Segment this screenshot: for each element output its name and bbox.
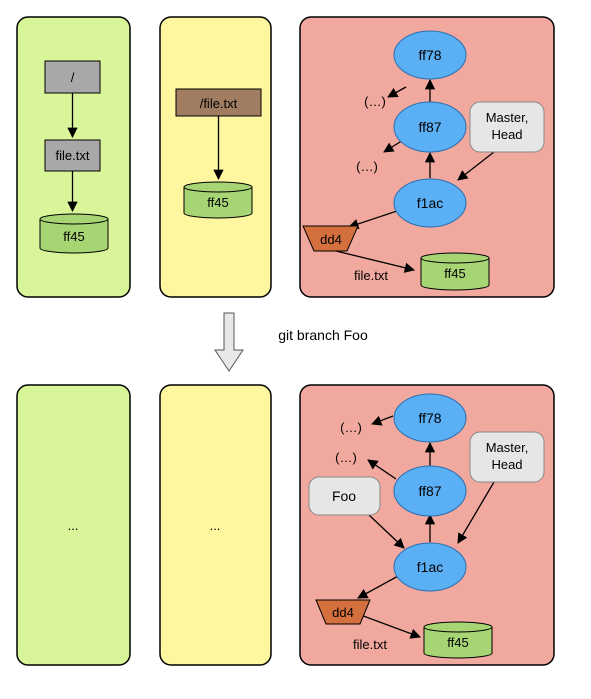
edge-ff87-to-ellipsis — [367, 459, 397, 480]
root-tree-node: / — [44, 60, 101, 94]
blob-label: ff45 — [447, 635, 468, 650]
blob-label: ff45 — [63, 229, 84, 244]
ellipsis-label: (…) — [340, 420, 362, 435]
edge-dd4-to-blob — [357, 613, 421, 639]
edge-foo-to-f1ac — [368, 514, 405, 549]
master-label-line1: Master, — [486, 440, 529, 455]
ellipsis-label: (…) — [356, 159, 378, 174]
edge-f1ac-to-dd4 — [348, 209, 401, 229]
tree-node-dd4: dd4 — [302, 225, 359, 252]
transition-arrow — [214, 312, 244, 372]
ellipsis-label: (…) — [364, 94, 386, 109]
edge-master-to-f1ac — [457, 481, 495, 544]
master-label-line2: Head — [491, 127, 522, 142]
bottom-panel-commits: ff78 (…) (…) ff87 Foo Master, Head f1ac … — [299, 384, 555, 666]
commit-node-ff78: ff78 — [393, 393, 467, 443]
commit-node-f1ac: f1ac — [393, 542, 467, 592]
edge-dd4-to-blob — [335, 250, 416, 273]
top-panel-index: /file.txt ff45 — [159, 16, 272, 298]
commit-label: ff87 — [418, 119, 441, 135]
command-label: git branch Foo — [278, 327, 368, 343]
root-label: / — [71, 70, 75, 85]
file-label: file.txt — [353, 637, 387, 652]
top-panel-commits: ff78 (…) ff87 (…) Master, Head f1ac dd4 … — [299, 16, 555, 298]
blob-label: ff45 — [444, 266, 465, 281]
file-label: file.txt — [56, 148, 90, 163]
tree-node-dd4: dd4 — [315, 599, 371, 625]
edge-f1ac-to-dd4 — [357, 574, 401, 599]
edge-ff78-to-ellipsis — [387, 86, 407, 98]
top-panel-tree-objects: / file.txt ff45 — [16, 16, 131, 298]
commit-label: ff78 — [418, 410, 441, 426]
blob-cylinder: ff45 — [423, 621, 493, 659]
commit-node-ff87: ff87 — [393, 465, 467, 517]
commit-node-ff87: ff87 — [393, 101, 467, 153]
ellipsis-label: ... — [210, 518, 221, 533]
foo-label: Foo — [332, 488, 356, 504]
file-node: file.txt — [44, 139, 101, 172]
bottom-panel-tree-objects: ... — [16, 384, 131, 666]
tree-label: dd4 — [332, 605, 354, 620]
commit-label: ff87 — [418, 483, 441, 499]
blob-cylinder: ff45 — [420, 252, 490, 291]
bottom-panel-index: ... — [159, 384, 272, 666]
master-head-label: Master, Head — [469, 101, 545, 153]
blob-cylinder: ff45 — [39, 213, 109, 254]
edge-master-to-f1ac — [457, 151, 495, 181]
commit-node-f1ac: f1ac — [393, 178, 467, 228]
ellipsis-label: ... — [68, 518, 79, 533]
ellipsis-label: (…) — [335, 450, 357, 465]
commit-label: f1ac — [417, 559, 443, 575]
blob-label: ff45 — [207, 195, 228, 210]
commit-label: ff78 — [418, 47, 441, 63]
blob-cylinder: ff45 — [183, 181, 253, 219]
commit-node-ff78: ff78 — [393, 30, 467, 80]
foo-branch-label: Foo — [308, 476, 381, 516]
edge-ff78-to-ellipsis — [371, 415, 394, 426]
path-node: /file.txt — [175, 88, 262, 117]
file-label: file.txt — [354, 268, 388, 283]
master-head-label: Master, Head — [469, 431, 545, 483]
master-label-line2: Head — [491, 457, 522, 472]
path-label: /file.txt — [200, 96, 238, 111]
commit-label: f1ac — [417, 195, 443, 211]
tree-label: dd4 — [320, 232, 342, 247]
master-label-line1: Master, — [486, 110, 529, 125]
